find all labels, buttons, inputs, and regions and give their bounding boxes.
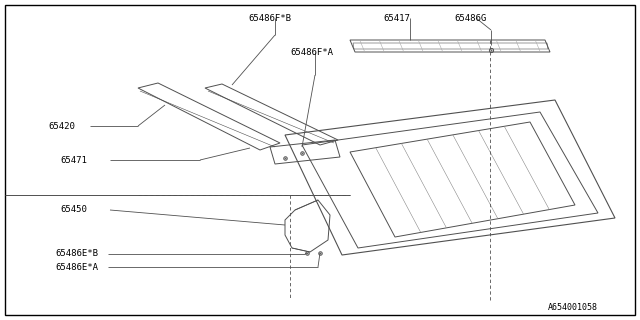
Text: A654001058: A654001058 (548, 303, 598, 313)
Text: 65486G: 65486G (454, 13, 486, 22)
Text: 65420: 65420 (48, 122, 75, 131)
Text: 65486F*A: 65486F*A (290, 47, 333, 57)
Text: 65486F*B: 65486F*B (248, 13, 291, 22)
Text: 65450: 65450 (60, 205, 87, 214)
Text: 65486E*A: 65486E*A (55, 262, 98, 271)
Text: 65486E*B: 65486E*B (55, 250, 98, 259)
Text: 65417: 65417 (383, 13, 410, 22)
Text: 65471: 65471 (60, 156, 87, 164)
